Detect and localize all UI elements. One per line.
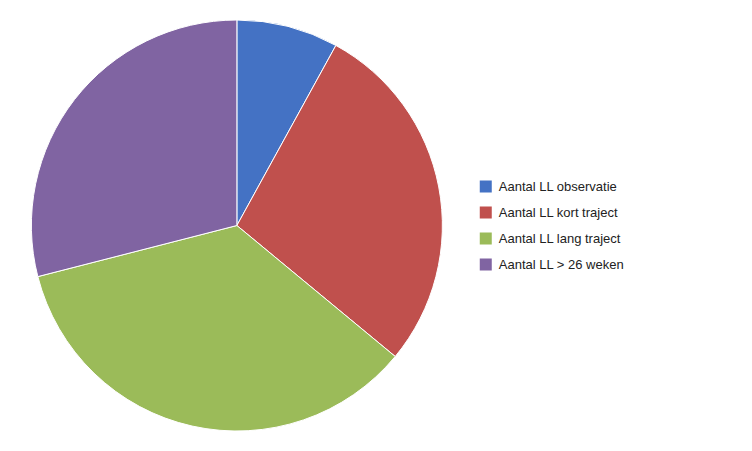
legend-swatch — [480, 207, 492, 219]
chart-svg: Aantal LL observatie Aantal LL kort traje… — [0, 0, 752, 451]
legend-item: Aantal LL kort traject — [480, 205, 618, 220]
legend-label: Aantal LL observatie — [499, 179, 617, 194]
legend-item: Aantal LL observatie — [480, 179, 617, 194]
legend-swatch — [480, 233, 492, 245]
legend-swatch — [480, 259, 492, 271]
chart-container: Aantal LL observatie Aantal LL kort traje… — [0, 0, 752, 451]
legend-label: Aantal LL > 26 weken — [499, 257, 624, 272]
pie — [31, 20, 442, 431]
legend-item: Aantal LL lang traject — [480, 231, 621, 246]
legend: Aantal LL observatie Aantal LL kort traje… — [480, 179, 624, 272]
legend-label: Aantal LL kort traject — [499, 205, 618, 220]
legend-item: Aantal LL > 26 weken — [480, 257, 624, 272]
legend-label: Aantal LL lang traject — [499, 231, 621, 246]
legend-swatch — [480, 181, 492, 193]
pie-slice — [31, 20, 237, 277]
